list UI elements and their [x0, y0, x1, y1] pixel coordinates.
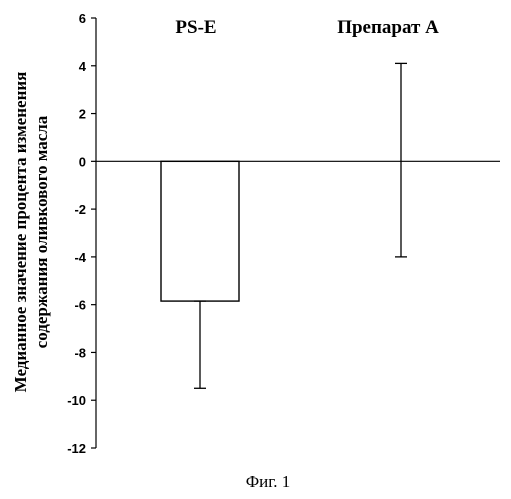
figure-caption: Фиг. 1	[246, 472, 291, 491]
y-tick-label: -4	[74, 250, 86, 265]
bar-1	[161, 161, 239, 301]
axes	[91, 18, 500, 448]
y-tick-label: 6	[79, 11, 86, 26]
chart-marks	[161, 63, 407, 388]
y-tick-label: -6	[74, 298, 86, 313]
y-tick-label: -2	[74, 202, 86, 217]
y-tick-label: 4	[79, 59, 87, 74]
y-axis-label-line-2: содержания оливкового масла	[32, 115, 51, 348]
y-tick-label: 0	[79, 154, 86, 169]
y-tick-label: -10	[67, 393, 86, 408]
category-label-1: PS-E	[175, 17, 216, 38]
y-tick-label: -8	[74, 345, 86, 360]
y-axis-label-line-1: Медианное значение процента изменения	[11, 72, 30, 393]
y-tick-label: 2	[79, 107, 86, 122]
y-tick-label: -12	[67, 441, 86, 456]
category-label-2: Препарат A	[337, 17, 439, 38]
